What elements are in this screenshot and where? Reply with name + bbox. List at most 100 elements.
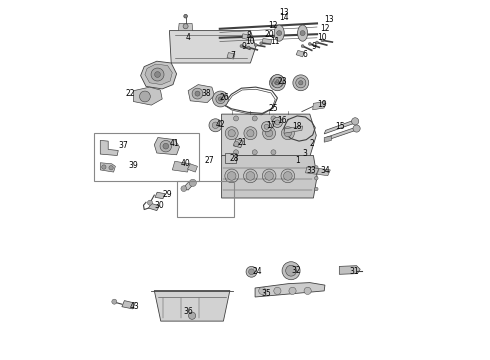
Polygon shape [305, 167, 319, 174]
Circle shape [315, 166, 318, 169]
Text: 7: 7 [231, 51, 236, 60]
Text: 38: 38 [201, 89, 211, 98]
Text: 28: 28 [230, 154, 240, 163]
Polygon shape [154, 138, 179, 155]
Text: 20: 20 [265, 30, 274, 39]
Circle shape [240, 45, 243, 48]
Circle shape [147, 200, 152, 205]
Circle shape [284, 172, 292, 180]
Circle shape [266, 130, 273, 137]
Text: 1: 1 [295, 156, 300, 165]
Text: 12: 12 [320, 24, 330, 33]
Circle shape [265, 172, 273, 180]
Circle shape [274, 77, 281, 85]
Circle shape [244, 127, 257, 140]
Text: 10: 10 [317, 33, 327, 42]
Text: 39: 39 [128, 161, 138, 170]
Circle shape [300, 31, 305, 36]
Text: 35: 35 [261, 289, 271, 298]
Text: 9: 9 [312, 42, 317, 51]
Text: 36: 36 [184, 307, 194, 316]
Circle shape [216, 94, 225, 104]
Text: 9: 9 [242, 42, 246, 51]
Text: 2: 2 [310, 139, 315, 148]
Circle shape [296, 78, 306, 88]
Text: 4: 4 [186, 33, 191, 42]
Text: 43: 43 [130, 302, 140, 311]
Circle shape [246, 172, 255, 180]
Polygon shape [324, 136, 331, 142]
Circle shape [151, 68, 164, 81]
Circle shape [189, 312, 196, 319]
Text: 15: 15 [335, 122, 344, 131]
Text: 3: 3 [303, 149, 308, 158]
Circle shape [244, 169, 257, 183]
Polygon shape [122, 301, 135, 309]
Polygon shape [324, 127, 357, 141]
Polygon shape [284, 126, 303, 133]
Circle shape [225, 169, 239, 183]
Circle shape [321, 39, 324, 42]
Text: 6: 6 [303, 50, 308, 59]
Circle shape [271, 150, 276, 155]
Circle shape [233, 116, 239, 121]
Circle shape [282, 262, 300, 280]
Circle shape [286, 265, 296, 276]
Circle shape [271, 116, 276, 121]
Ellipse shape [297, 25, 308, 41]
Circle shape [227, 172, 236, 180]
Polygon shape [296, 50, 304, 57]
Circle shape [183, 24, 188, 29]
Circle shape [272, 78, 282, 88]
Text: 22: 22 [125, 89, 135, 98]
Circle shape [109, 166, 113, 170]
Circle shape [248, 269, 254, 275]
Polygon shape [317, 168, 330, 176]
Circle shape [262, 169, 276, 183]
Circle shape [155, 72, 160, 77]
Circle shape [270, 75, 285, 91]
Polygon shape [133, 87, 162, 105]
Text: 13: 13 [279, 8, 289, 17]
Text: 24: 24 [252, 267, 262, 276]
Circle shape [219, 97, 222, 101]
Text: 40: 40 [180, 159, 190, 168]
Text: 27: 27 [205, 156, 214, 165]
Circle shape [259, 287, 266, 294]
Polygon shape [141, 61, 176, 89]
Bar [94, 133, 199, 181]
Polygon shape [227, 53, 235, 59]
Circle shape [263, 127, 275, 140]
Polygon shape [187, 164, 197, 172]
Polygon shape [262, 39, 271, 44]
Circle shape [102, 165, 106, 169]
Polygon shape [145, 64, 172, 85]
Circle shape [209, 119, 222, 132]
Circle shape [316, 41, 318, 44]
Polygon shape [155, 192, 165, 199]
Circle shape [281, 127, 294, 140]
Polygon shape [339, 266, 360, 274]
Text: 12: 12 [269, 21, 278, 30]
Circle shape [140, 91, 150, 102]
Circle shape [301, 45, 304, 48]
Text: 18: 18 [292, 122, 301, 131]
Circle shape [308, 42, 311, 45]
Circle shape [260, 42, 263, 45]
Circle shape [160, 140, 172, 152]
Circle shape [275, 81, 280, 85]
Circle shape [252, 116, 257, 121]
Circle shape [353, 125, 360, 132]
Polygon shape [170, 31, 256, 63]
Circle shape [247, 130, 254, 137]
Circle shape [293, 75, 309, 91]
Polygon shape [188, 85, 215, 103]
Text: 19: 19 [317, 100, 327, 109]
Polygon shape [324, 120, 356, 134]
Text: 21: 21 [238, 138, 247, 147]
Polygon shape [178, 23, 193, 31]
Circle shape [298, 81, 303, 85]
Text: 8: 8 [247, 31, 251, 40]
Polygon shape [148, 203, 159, 211]
Circle shape [304, 287, 311, 294]
